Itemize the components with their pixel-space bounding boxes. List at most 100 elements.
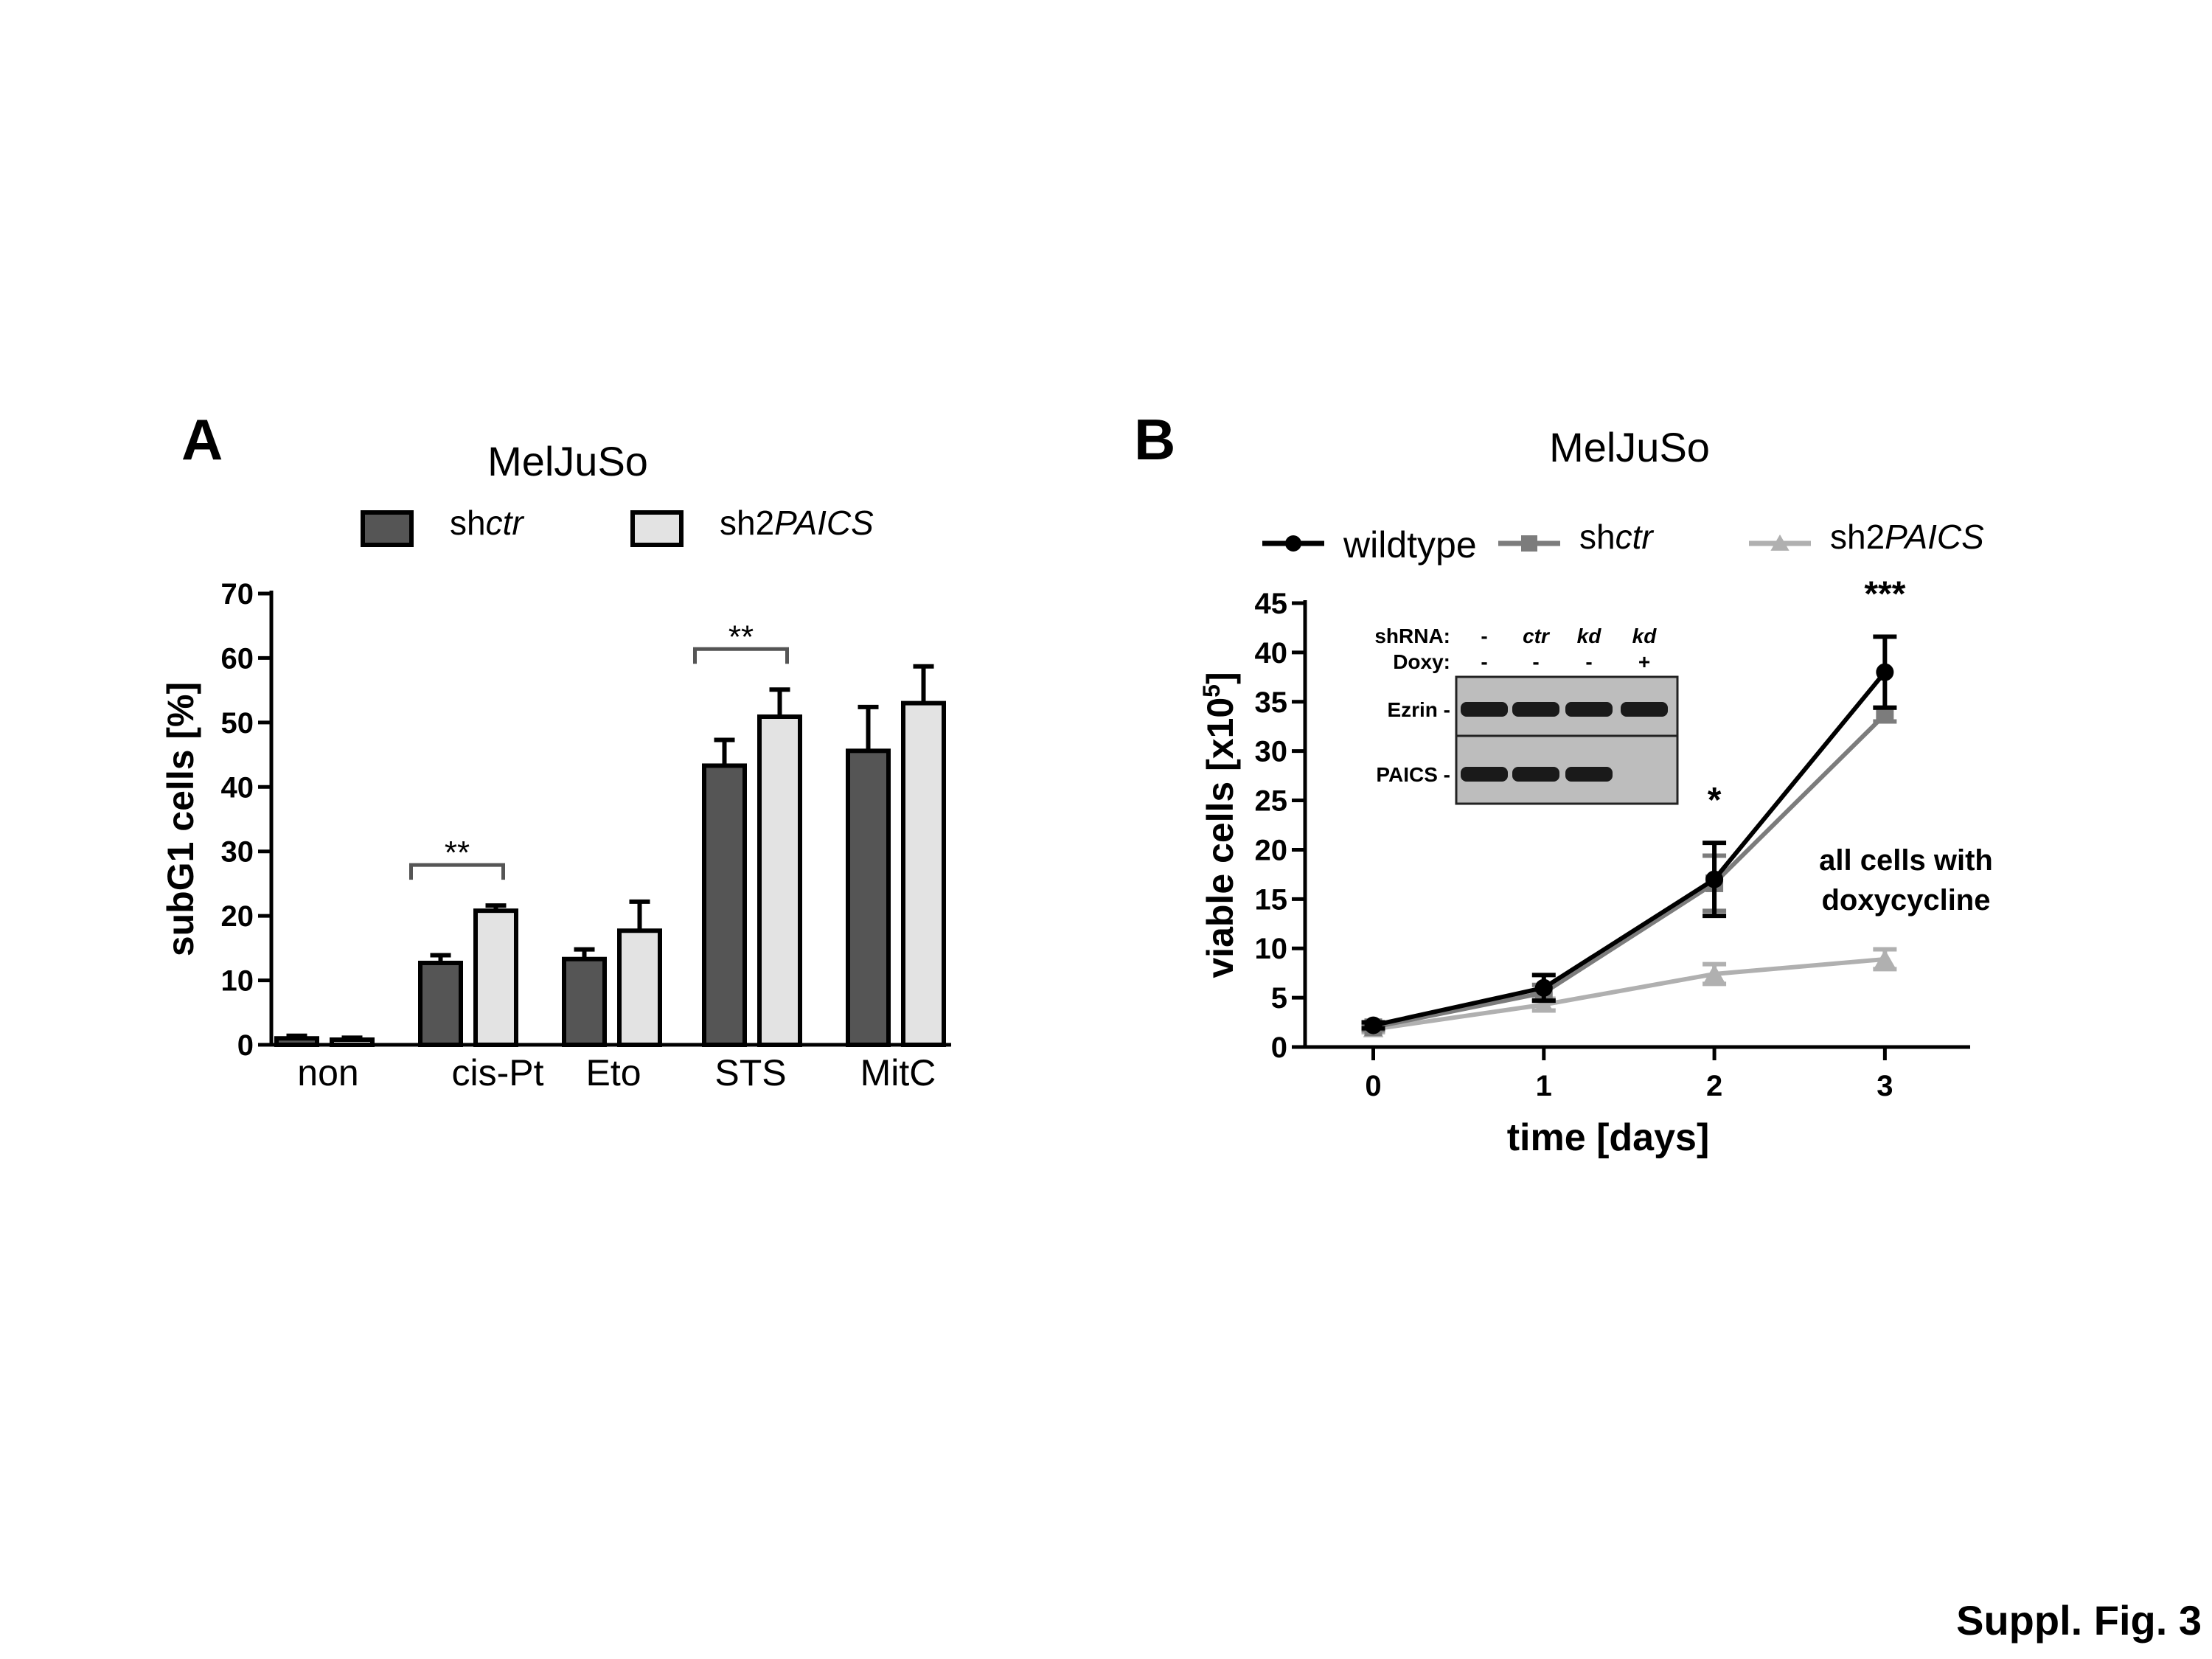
bar-cis-Pt-shctr: [418, 960, 463, 1047]
x-tick-label: 3: [1877, 1070, 1893, 1102]
panel-b: MelJuSo wildtype shctr sh2PAICS 0510152025…: [1198, 424, 1993, 1159]
y-axis-label-part: viable cells [x10: [1200, 698, 1241, 978]
y-tick-label: 10: [221, 965, 254, 998]
panel-a-title: MelJuSo: [487, 438, 648, 484]
blot-band-label: PAICS -: [1376, 763, 1450, 786]
blot-band-label: Ezrin -: [1387, 698, 1450, 721]
y-tick-label: 45: [1255, 588, 1288, 620]
y-tick-label: 35: [1255, 686, 1288, 719]
inset-shrna-value: -: [1481, 625, 1487, 647]
blot-membrane: [1455, 675, 1679, 805]
blot-band: [1512, 702, 1559, 717]
blot-band: [1512, 767, 1559, 782]
y-tick-label: 25: [1255, 785, 1288, 818]
y-tick-label: 10: [1255, 933, 1288, 965]
significance-bracket: [693, 647, 789, 664]
legend-label-shctr-prefix: sh: [1579, 518, 1615, 556]
point-wildtype: [1705, 870, 1724, 888]
bar-non-sh2paics: [330, 1037, 375, 1048]
bar-STS-sh2paics: [757, 714, 802, 1047]
y-tick-label: 60: [221, 642, 254, 675]
y-axis-label-part: ]: [1200, 672, 1241, 684]
y-tick-label: 40: [1255, 637, 1288, 669]
bar-cis-Pt-sh2paics: [473, 908, 518, 1047]
inset-shrna-value: kd: [1577, 625, 1602, 647]
blot-band: [1565, 767, 1613, 782]
y-tick-label: 40: [221, 771, 254, 804]
x-category-label: MitC: [860, 1052, 936, 1093]
x-category-label: non: [297, 1052, 358, 1093]
inset-shrna-value: kd: [1632, 625, 1658, 647]
y-tick-label: 20: [221, 900, 254, 933]
y-tick-label: 30: [1255, 736, 1288, 768]
y-axis-label-part: 5: [1198, 684, 1225, 698]
legend-label-sh2paics-italic: PAICS: [774, 504, 874, 542]
y-axis-label: viable cells [x105]: [1198, 672, 1241, 978]
legend-swatch-sh2paics: [630, 510, 684, 547]
y-tick-label: 30: [221, 836, 254, 869]
significance-label: **: [445, 835, 470, 871]
point-sh2paics: [1874, 949, 1896, 967]
legend-label-shctr-prefix: sh: [450, 504, 486, 542]
panel-b-letter: B: [1134, 407, 1175, 472]
legend-label-wildtype: wildtype: [1343, 524, 1477, 566]
legend-marker-wildtype: [1285, 535, 1301, 552]
legend-label-sh2paics: sh2PAICS: [1830, 518, 1984, 556]
legend-label-shctr-italic: ctr: [1615, 518, 1655, 556]
legend-swatch-shctr: [361, 510, 414, 547]
inset-row-label: shRNA:: [1374, 625, 1450, 647]
bar-STS-shctr: [702, 763, 747, 1048]
line-wildtype: [1372, 670, 1887, 1028]
legend-label-shctr: shctr: [450, 504, 524, 542]
y-tick-label: 15: [1255, 883, 1288, 916]
significance-label: *: [1708, 781, 1722, 820]
line-shctr: [1372, 713, 1887, 1030]
x-tick-label: 2: [1706, 1070, 1722, 1102]
panel-b-axes: 0 5 10 15 20 25 30 35 40 45 0 1 2 3 time [days] viable …: [1198, 588, 1970, 1159]
panel-a-legend: shctr sh2PAICS: [361, 504, 874, 547]
point-wildtype: [1876, 663, 1894, 681]
bar-MitC-shctr: [846, 748, 891, 1048]
y-tick-label: 0: [237, 1029, 254, 1062]
significance-bracket: [409, 863, 505, 880]
y-tick-label: 0: [1271, 1032, 1287, 1064]
x-tick-label: 0: [1365, 1070, 1381, 1102]
panel-a: MelJuSo shctr sh2PAICS 0 10 20 30 40 50 60 70 sub…: [160, 438, 951, 1093]
x-category-label: Eto: [585, 1052, 641, 1093]
legend-label-sh2paics-prefix: sh2: [1830, 518, 1885, 556]
legend-label-shctr: shctr: [1579, 518, 1654, 556]
panel-a-bars: ** **: [274, 619, 946, 1048]
panel-a-letter: A: [181, 407, 223, 472]
inset-doxy-value: -: [1481, 650, 1487, 673]
legend-marker-shctr: [1521, 535, 1537, 552]
inset-row-label: Doxy:: [1393, 650, 1450, 673]
x-axis-label: time [days]: [1507, 1116, 1710, 1159]
figure-footer-label: Suppl. Fig. 3: [1956, 1597, 2202, 1644]
panel-a-axes: 0 10 20 30 40 50 60 70 subG1 cells [%] non cis-Pt E…: [160, 578, 951, 1093]
annotation-line-1: all cells with: [1819, 844, 1993, 877]
panel-b-legend: wildtype shctr sh2PAICS: [1262, 518, 1984, 566]
y-tick-label: 70: [221, 578, 254, 611]
blot-band: [1461, 767, 1508, 782]
point-wildtype: [1534, 978, 1553, 997]
y-tick-label: 50: [221, 707, 254, 740]
inset-shrna-value: ctr: [1523, 625, 1551, 647]
blot-band: [1565, 702, 1613, 717]
blot-band: [1621, 702, 1668, 717]
bar-MitC-sh2paics: [901, 700, 946, 1048]
legend-label-sh2paics-prefix: sh2: [720, 504, 774, 542]
x-category-label: STS: [714, 1052, 786, 1093]
annotation-line-2: doxycycline: [1821, 884, 1990, 917]
y-axis-label: subG1 cells [%]: [160, 682, 201, 956]
y-tick-label: 5: [1271, 982, 1287, 1015]
blot-band: [1461, 702, 1508, 717]
x-category-label: cis-Pt: [452, 1052, 544, 1093]
significance-label: **: [728, 619, 754, 655]
bar-Eto-shctr: [562, 956, 607, 1047]
point-sh2paics: [1533, 995, 1554, 1013]
inset-doxy-value: -: [1532, 650, 1539, 673]
legend-label-sh2paics-italic: PAICS: [1885, 518, 1984, 556]
legend-label-sh2paics: sh2PAICS: [720, 504, 874, 542]
legend-label-wildtype-prefix: wildtype: [1343, 524, 1477, 566]
